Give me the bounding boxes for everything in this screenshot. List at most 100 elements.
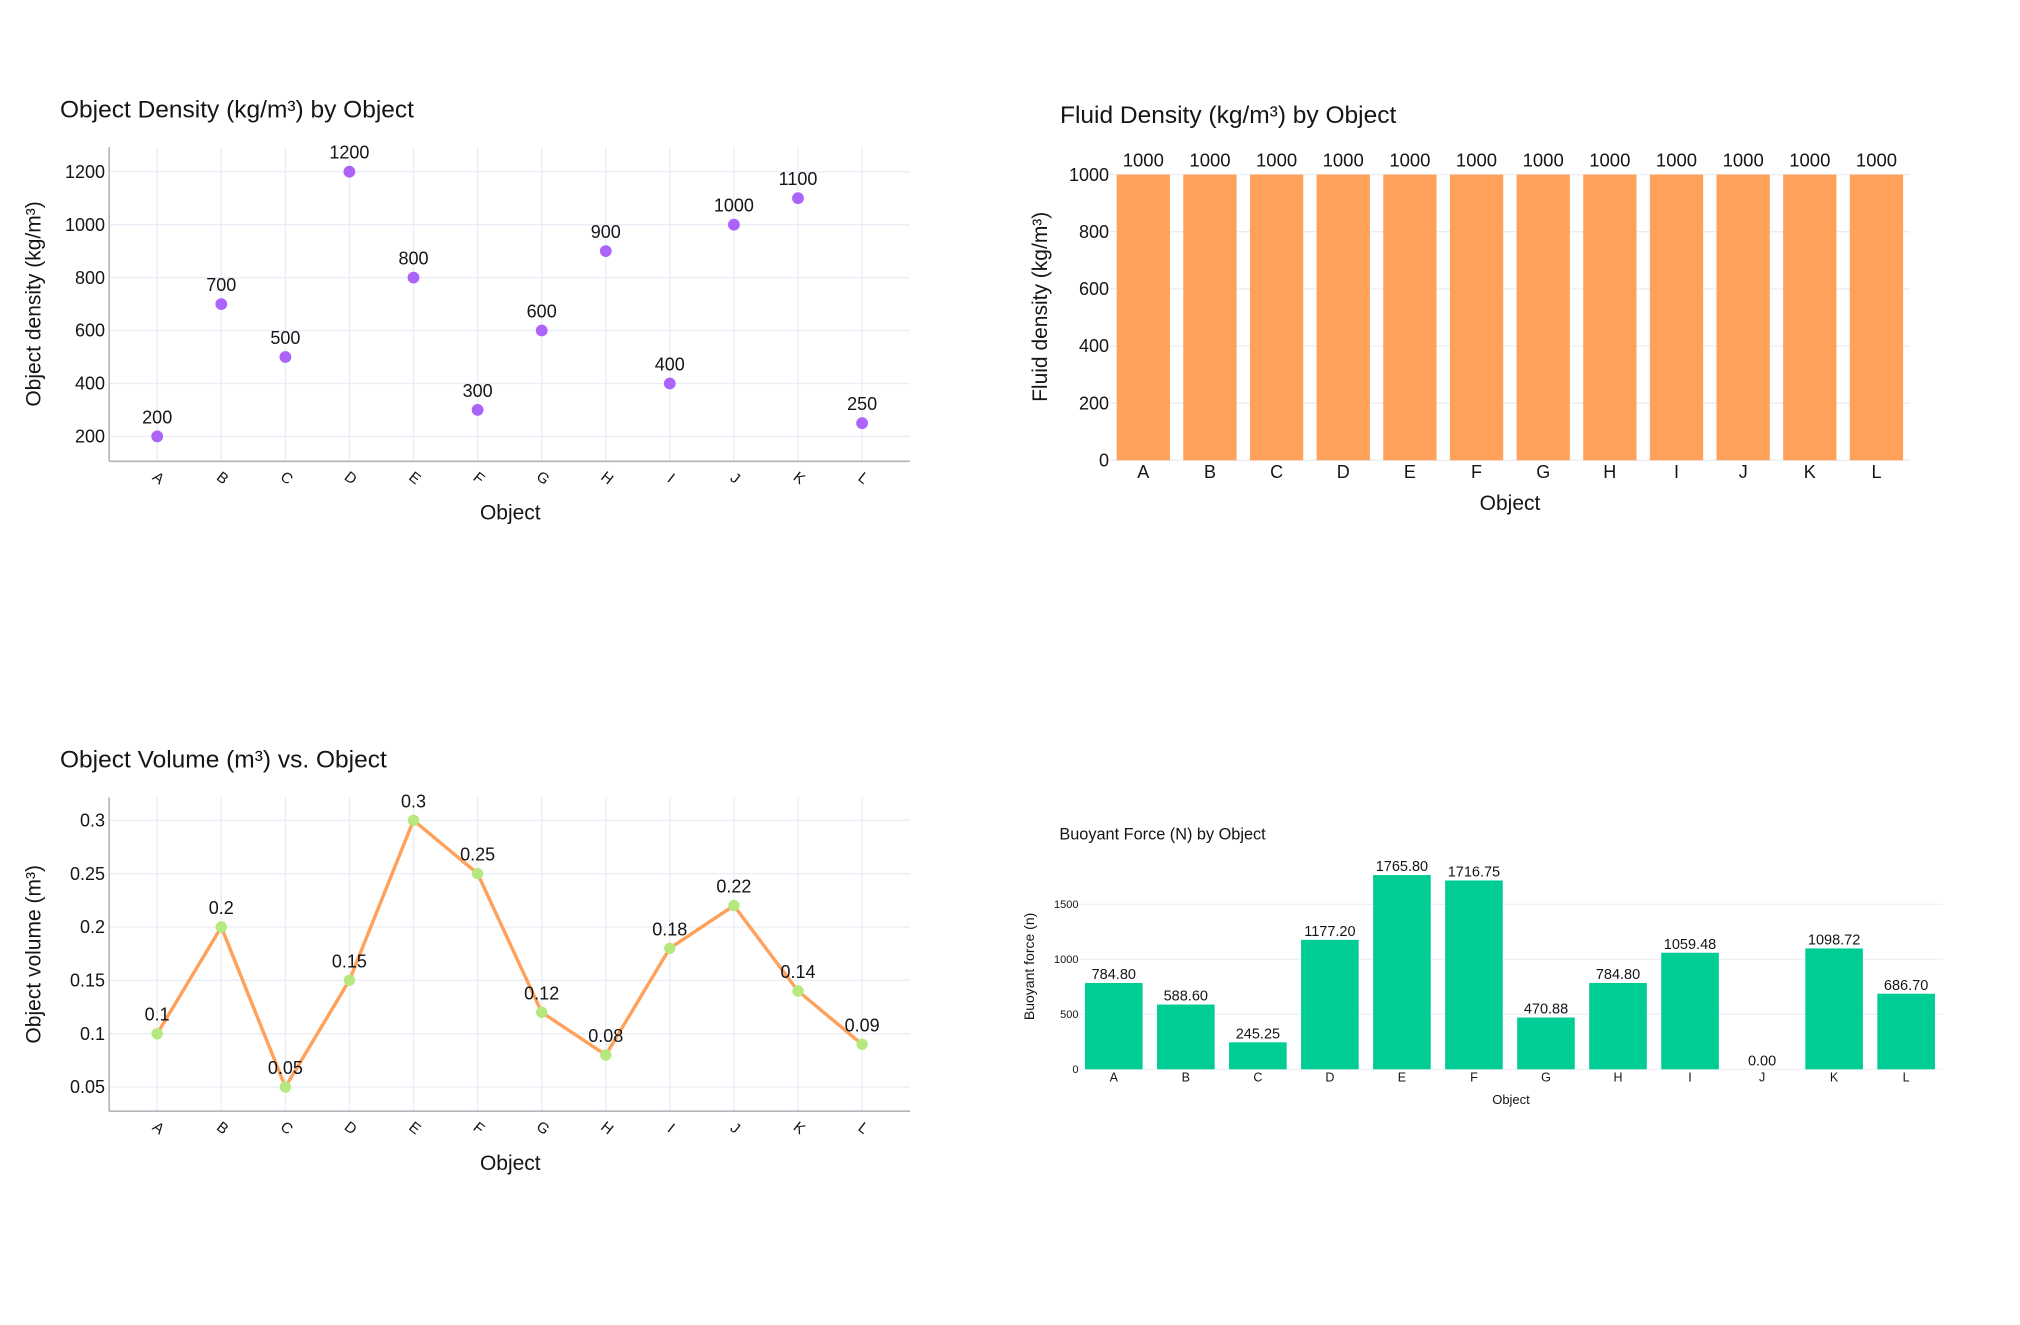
svg-text:I: I bbox=[1674, 462, 1679, 482]
svg-text:700: 700 bbox=[206, 275, 236, 295]
svg-text:200: 200 bbox=[1079, 393, 1109, 413]
svg-text:G: G bbox=[1541, 1071, 1551, 1085]
svg-text:0.08: 0.08 bbox=[588, 1026, 623, 1046]
svg-text:250: 250 bbox=[847, 394, 877, 414]
svg-text:G: G bbox=[1536, 462, 1550, 482]
svg-text:1000: 1000 bbox=[1589, 150, 1630, 171]
svg-text:J: J bbox=[1759, 1071, 1765, 1085]
svg-text:1059.48: 1059.48 bbox=[1664, 937, 1716, 953]
svg-text:588.60: 588.60 bbox=[1164, 989, 1208, 1005]
svg-text:0.15: 0.15 bbox=[332, 951, 367, 971]
svg-text:A: A bbox=[1137, 462, 1149, 482]
svg-text:0.25: 0.25 bbox=[460, 845, 495, 865]
svg-text:Object: Object bbox=[1492, 1092, 1530, 1107]
svg-text:1000: 1000 bbox=[714, 196, 754, 216]
svg-text:Object density (kg/m³): Object density (kg/m³) bbox=[23, 201, 46, 406]
svg-text:D: D bbox=[1325, 1071, 1334, 1085]
svg-text:D: D bbox=[1337, 462, 1350, 482]
svg-text:800: 800 bbox=[75, 268, 105, 288]
svg-text:200: 200 bbox=[142, 407, 172, 427]
svg-text:F: F bbox=[1471, 462, 1482, 482]
svg-text:686.70: 686.70 bbox=[1884, 978, 1928, 994]
svg-text:400: 400 bbox=[75, 374, 105, 394]
svg-text:200: 200 bbox=[75, 427, 105, 447]
svg-text:1000: 1000 bbox=[1456, 150, 1497, 171]
svg-text:1200: 1200 bbox=[65, 162, 105, 182]
svg-text:0.14: 0.14 bbox=[780, 962, 815, 982]
svg-text:0.05: 0.05 bbox=[70, 1077, 105, 1097]
svg-text:J: J bbox=[1739, 462, 1748, 482]
svg-text:1098.72: 1098.72 bbox=[1808, 932, 1860, 948]
svg-text:600: 600 bbox=[527, 302, 557, 322]
svg-text:1000: 1000 bbox=[65, 215, 105, 235]
svg-text:B: B bbox=[1204, 462, 1216, 482]
svg-text:470.88: 470.88 bbox=[1524, 1002, 1568, 1018]
svg-text:Fluid Density (kg/m³) by Objec: Fluid Density (kg/m³) by Object bbox=[1060, 102, 1396, 129]
svg-text:1000: 1000 bbox=[1069, 165, 1109, 185]
svg-text:1177.20: 1177.20 bbox=[1304, 924, 1355, 940]
svg-text:900: 900 bbox=[591, 222, 621, 242]
svg-text:0: 0 bbox=[1072, 1064, 1078, 1076]
svg-text:0.25: 0.25 bbox=[70, 864, 105, 884]
svg-text:1000: 1000 bbox=[1723, 150, 1764, 171]
svg-text:1500: 1500 bbox=[1054, 899, 1078, 911]
svg-text:400: 400 bbox=[655, 355, 685, 375]
svg-text:1716.75: 1716.75 bbox=[1448, 865, 1500, 881]
svg-text:800: 800 bbox=[1079, 222, 1109, 242]
svg-text:Fluid density (kg/m³): Fluid density (kg/m³) bbox=[1029, 212, 1052, 402]
svg-text:1000: 1000 bbox=[1656, 150, 1697, 171]
svg-text:B: B bbox=[1182, 1071, 1190, 1085]
svg-text:0.3: 0.3 bbox=[80, 811, 105, 831]
svg-text:500: 500 bbox=[1060, 1009, 1078, 1021]
svg-text:400: 400 bbox=[1079, 336, 1109, 356]
svg-text:Buoyant force (n): Buoyant force (n) bbox=[1021, 913, 1037, 1020]
svg-text:1000: 1000 bbox=[1256, 150, 1297, 171]
svg-text:A: A bbox=[1110, 1071, 1119, 1085]
svg-text:0: 0 bbox=[1099, 451, 1109, 471]
svg-text:0.2: 0.2 bbox=[209, 898, 234, 918]
svg-text:Object volume (m³): Object volume (m³) bbox=[23, 865, 46, 1044]
svg-text:C: C bbox=[1270, 462, 1283, 482]
svg-text:1765.80: 1765.80 bbox=[1376, 859, 1428, 875]
svg-text:0.2: 0.2 bbox=[80, 917, 105, 937]
svg-text:0.1: 0.1 bbox=[80, 1024, 105, 1044]
svg-text:0.3: 0.3 bbox=[401, 791, 426, 811]
svg-text:Object Density (kg/m³) by Obje: Object Density (kg/m³) by Object bbox=[60, 96, 414, 123]
svg-text:600: 600 bbox=[75, 321, 105, 341]
svg-text:1000: 1000 bbox=[1123, 150, 1164, 171]
svg-text:1000: 1000 bbox=[1054, 954, 1078, 966]
svg-text:0.12: 0.12 bbox=[524, 983, 559, 1003]
svg-text:1000: 1000 bbox=[1856, 150, 1897, 171]
svg-text:245.25: 245.25 bbox=[1236, 1026, 1280, 1042]
svg-text:1000: 1000 bbox=[1789, 150, 1830, 171]
svg-text:K: K bbox=[1804, 462, 1816, 482]
svg-text:800: 800 bbox=[398, 249, 428, 269]
svg-text:300: 300 bbox=[463, 381, 493, 401]
svg-text:H: H bbox=[1603, 462, 1616, 482]
svg-text:Object: Object bbox=[480, 1152, 541, 1175]
svg-text:K: K bbox=[1830, 1071, 1839, 1085]
svg-text:E: E bbox=[1404, 462, 1416, 482]
svg-text:1100: 1100 bbox=[779, 169, 818, 189]
svg-text:C: C bbox=[1253, 1071, 1262, 1085]
svg-text:0.05: 0.05 bbox=[268, 1058, 303, 1078]
svg-text:1000: 1000 bbox=[1523, 150, 1564, 171]
svg-text:500: 500 bbox=[270, 328, 300, 348]
svg-text:784.80: 784.80 bbox=[1092, 967, 1136, 983]
svg-text:0.1: 0.1 bbox=[145, 1005, 170, 1025]
svg-text:Object: Object bbox=[480, 501, 541, 524]
svg-text:Object Volume (m³) vs. Object: Object Volume (m³) vs. Object bbox=[60, 747, 387, 774]
svg-text:0.00: 0.00 bbox=[1748, 1053, 1776, 1069]
svg-text:1000: 1000 bbox=[1189, 150, 1230, 171]
svg-text:Buoyant Force (N) by Object: Buoyant Force (N) by Object bbox=[1059, 825, 1266, 843]
svg-text:0.15: 0.15 bbox=[70, 971, 105, 991]
svg-text:0.09: 0.09 bbox=[845, 1015, 880, 1035]
svg-text:784.80: 784.80 bbox=[1596, 967, 1640, 983]
svg-text:L: L bbox=[1871, 462, 1881, 482]
svg-text:L: L bbox=[1903, 1071, 1910, 1085]
svg-text:Object: Object bbox=[1480, 492, 1541, 515]
svg-text:F: F bbox=[1470, 1071, 1478, 1085]
svg-text:0.18: 0.18 bbox=[652, 919, 687, 939]
svg-text:I: I bbox=[1688, 1071, 1691, 1085]
svg-text:H: H bbox=[1613, 1071, 1622, 1085]
